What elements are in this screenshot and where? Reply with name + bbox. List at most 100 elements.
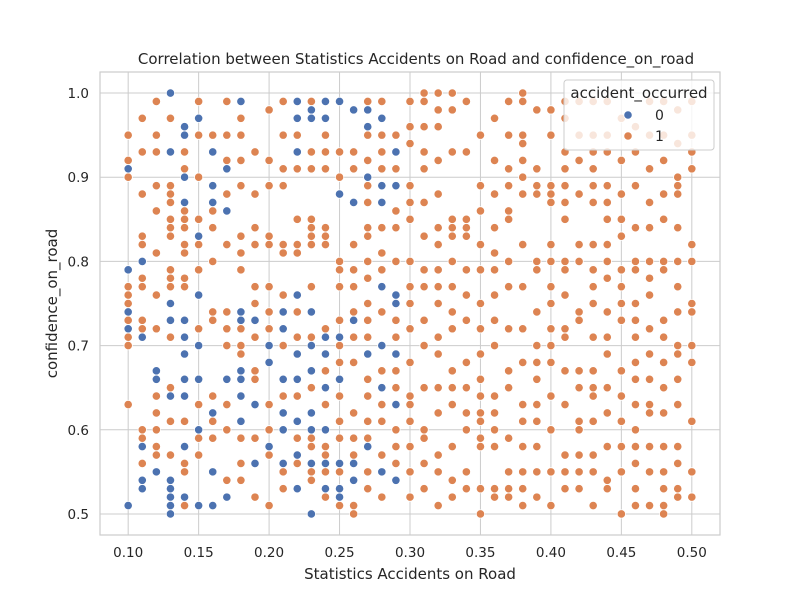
data-point-1: [447, 492, 457, 502]
data-point-0: [165, 147, 176, 157]
data-point-1: [363, 391, 373, 401]
data-point-1: [560, 484, 570, 494]
data-point-0: [377, 181, 387, 191]
data-point-1: [630, 181, 641, 191]
data-point-1: [560, 181, 570, 191]
data-point-1: [546, 500, 556, 511]
data-point-1: [334, 357, 345, 368]
data-point-1: [419, 88, 429, 98]
data-point-1: [504, 383, 514, 393]
data-point-1: [123, 340, 133, 351]
data-point-1: [574, 239, 584, 250]
data-point-1: [489, 492, 500, 502]
data-point-1: [306, 383, 316, 393]
data-point-1: [532, 374, 542, 384]
data-point-1: [123, 155, 133, 165]
data-point-1: [630, 425, 641, 435]
data-point-1: [659, 408, 669, 418]
data-point-1: [419, 231, 429, 241]
data-point-1: [179, 416, 190, 426]
data-point-1: [137, 324, 147, 334]
data-point-1: [363, 433, 373, 443]
data-point-1: [137, 239, 147, 250]
y-axis-label: confidence_on_road: [43, 229, 62, 379]
data-point-1: [151, 450, 161, 460]
data-point-1: [518, 155, 528, 165]
data-point-1: [588, 383, 598, 393]
data-point-1: [546, 324, 556, 334]
data-point-1: [320, 366, 331, 376]
data-point-1: [278, 130, 288, 140]
data-point-1: [616, 366, 626, 376]
data-point-1: [236, 130, 246, 140]
data-point-1: [518, 138, 528, 149]
data-point-1: [306, 475, 316, 485]
data-point-1: [616, 231, 626, 241]
x-tick-label: 0.20: [254, 545, 284, 561]
data-point-0: [194, 231, 204, 241]
data-point-1: [222, 425, 232, 435]
data-point-1: [433, 383, 443, 393]
data-point-1: [250, 282, 260, 292]
data-point-1: [377, 223, 387, 233]
data-point-1: [278, 484, 288, 494]
data-point-1: [602, 197, 612, 208]
data-point-1: [419, 315, 429, 325]
data-point-0: [250, 399, 260, 410]
data-point-1: [489, 315, 500, 325]
data-point-0: [306, 425, 316, 435]
data-point-1: [504, 164, 514, 174]
data-point-1: [532, 357, 542, 368]
data-point-1: [208, 223, 218, 233]
data-point-0: [194, 113, 204, 123]
data-point-1: [560, 214, 570, 224]
data-point-1: [419, 433, 429, 443]
data-point-1: [532, 181, 542, 191]
data-point-1: [588, 164, 598, 174]
data-point-0: [179, 492, 190, 502]
data-point-1: [489, 408, 500, 418]
x-tick-label: 0.30: [395, 545, 425, 561]
data-point-1: [616, 265, 626, 275]
data-point-1: [602, 408, 612, 418]
data-point-1: [165, 223, 176, 233]
data-point-0: [306, 340, 316, 351]
data-point-1: [447, 214, 457, 224]
data-point-1: [644, 256, 655, 267]
data-point-1: [574, 307, 584, 317]
data-point-1: [532, 265, 542, 275]
data-point-0: [236, 391, 246, 401]
data-point-1: [363, 223, 373, 233]
data-point-1: [320, 231, 331, 241]
data-point-1: [588, 197, 598, 208]
data-point-1: [588, 298, 598, 309]
data-point-0: [179, 349, 190, 359]
data-point-1: [461, 214, 471, 224]
data-point-1: [194, 433, 204, 443]
data-point-1: [659, 467, 669, 477]
data-point-1: [447, 442, 457, 452]
data-point-1: [447, 147, 457, 157]
data-point-1: [222, 399, 232, 410]
data-point-1: [391, 130, 401, 140]
data-point-1: [264, 450, 274, 460]
data-point-1: [278, 96, 288, 107]
data-point-1: [630, 500, 641, 511]
data-point-1: [236, 349, 246, 359]
data-point-1: [602, 442, 612, 452]
data-point-0: [278, 408, 288, 418]
data-point-0: [165, 492, 176, 502]
data-point-0: [320, 349, 331, 359]
data-point-1: [405, 416, 415, 426]
data-point-1: [504, 366, 514, 376]
data-point-0: [363, 442, 373, 452]
data-point-1: [292, 248, 302, 258]
data-point-0: [306, 113, 316, 123]
data-point-1: [489, 290, 500, 300]
data-point-0: [377, 340, 387, 351]
data-point-1: [123, 315, 133, 325]
data-point-1: [292, 307, 302, 317]
data-point-1: [489, 391, 500, 401]
data-point-1: [391, 164, 401, 174]
data-point-1: [349, 332, 359, 342]
